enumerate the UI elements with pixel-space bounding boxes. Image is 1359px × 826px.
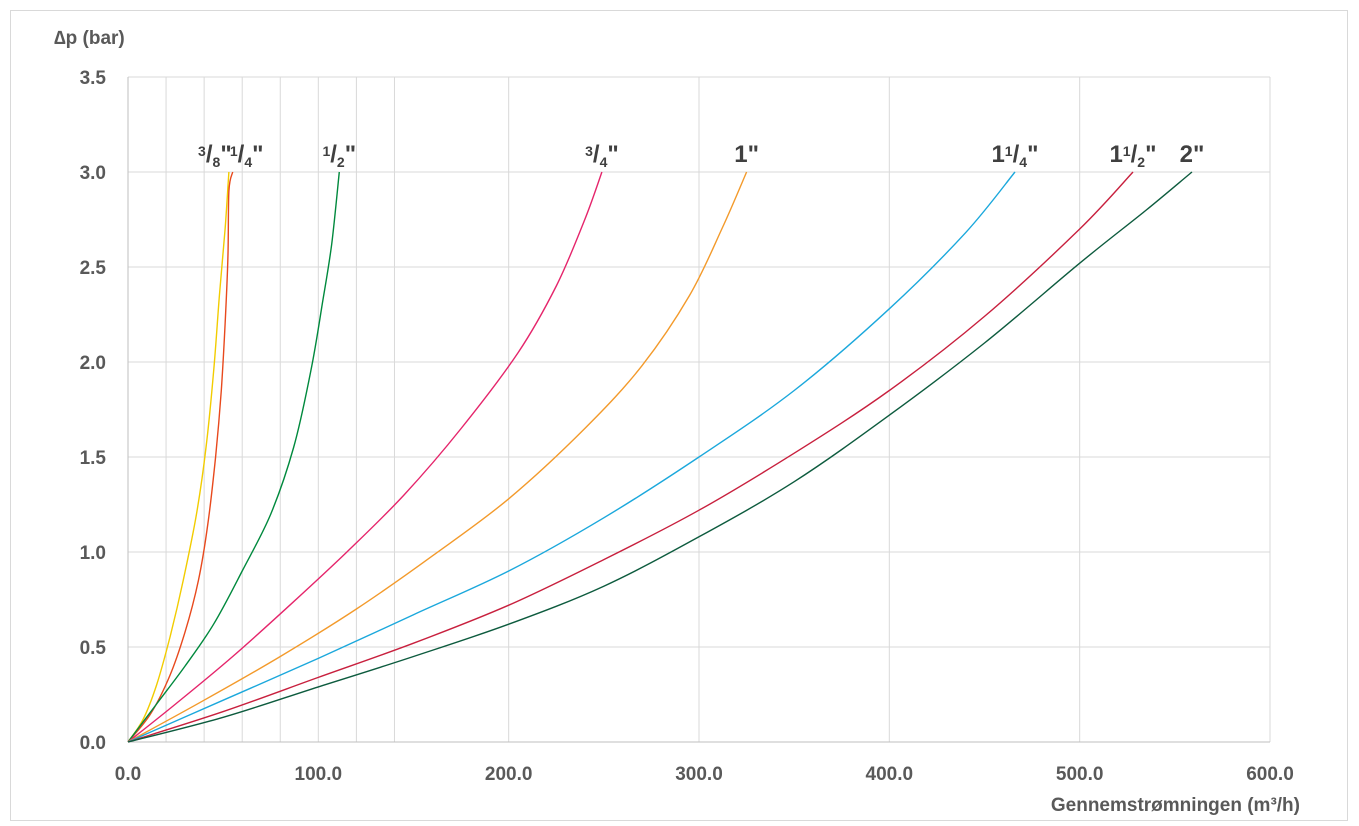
series-label: 11/2" [1109, 141, 1156, 170]
series-label: 1" [734, 141, 759, 168]
curve-labels: 3/8"1/4" 1/2" 3/4" 1" 11/4" 11/2" 2" [198, 141, 1204, 170]
series-line [127, 171, 603, 743]
x-axis-title: Gennemstrømningen (m³/h) [1051, 795, 1300, 816]
y-tick-label: 0.0 [80, 733, 106, 754]
x-tick-label: 400.0 [866, 764, 914, 785]
series-label: 3/4" [585, 141, 619, 170]
x-tick-label: 0.0 [115, 764, 141, 785]
x-tick-label: 500.0 [1056, 764, 1104, 785]
series-line [127, 171, 230, 743]
gridlines [127, 76, 1271, 743]
y-tick-label: 1.0 [80, 543, 106, 564]
x-axis-tick-labels: 0.0 100.0 200.0 300.0 400.0 500.0 600.0 [115, 764, 1294, 785]
y-axis-tick-labels: 0.0 0.5 1.0 1.5 2.0 2.5 3.0 3.5 [80, 68, 107, 754]
y-axis-title: ∆p (bar) [54, 28, 125, 49]
series-label: 1/4" [230, 141, 264, 170]
y-tick-label: 3.0 [80, 163, 106, 184]
chart-frame [10, 10, 1348, 821]
y-tick-label: 2.0 [80, 353, 106, 374]
x-tick-label: 600.0 [1246, 764, 1294, 785]
flow-curves [127, 171, 1193, 743]
series-label: 3/8" [198, 141, 232, 170]
y-tick-label: 3.5 [80, 68, 107, 89]
y-tick-label: 0.5 [80, 638, 107, 659]
series-line [127, 171, 748, 743]
series-label: 2" [1180, 141, 1205, 168]
x-tick-label: 200.0 [485, 764, 533, 785]
series-line [127, 171, 1016, 743]
series-line [127, 171, 234, 743]
y-tick-label: 2.5 [80, 258, 107, 279]
series-line [127, 171, 1193, 743]
x-tick-label: 300.0 [675, 764, 723, 785]
series-label: 1/2" [322, 141, 356, 170]
x-tick-label: 100.0 [295, 764, 343, 785]
y-tick-label: 1.5 [80, 448, 107, 469]
series-label: 11/4" [991, 141, 1038, 170]
series-line [127, 171, 1134, 743]
series-line [127, 171, 340, 743]
